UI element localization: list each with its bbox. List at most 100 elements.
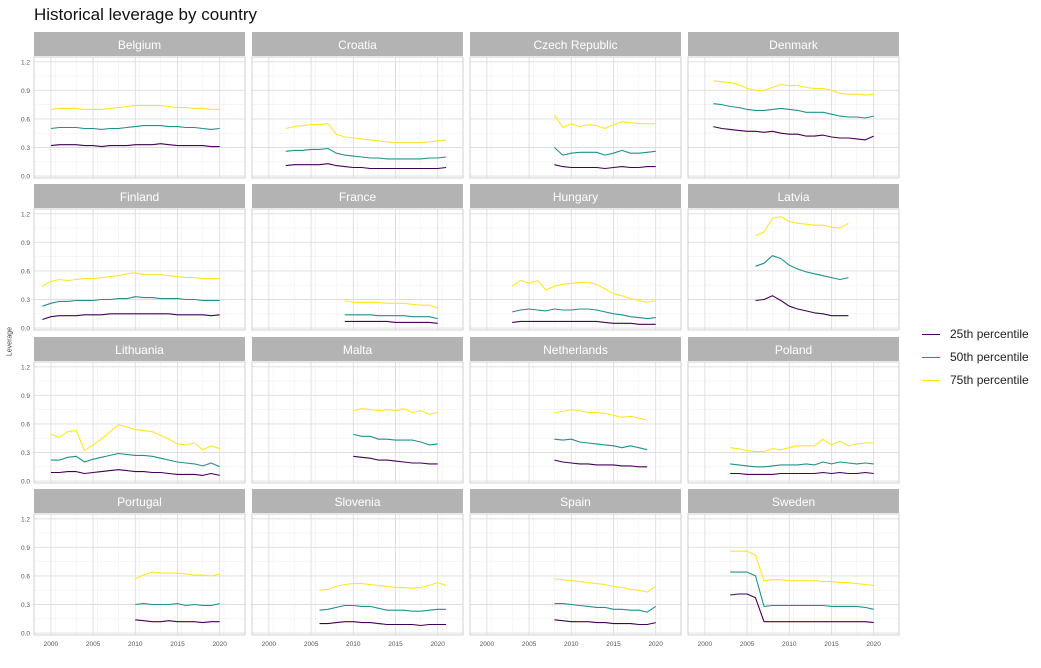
panel-border [251,513,464,636]
panel-czech-republic: Czech Republic [469,32,682,179]
series-line-lithuania-p50 [50,452,220,468]
series-line-denmark-p50 [713,103,874,119]
x-tick-label: 2005 [86,641,101,648]
strip-label-belgium: Belgium [118,38,161,52]
strip-label-denmark: Denmark [769,38,819,52]
x-tick-label: 2000 [480,641,495,648]
series-line-netherlands-p25 [554,459,648,468]
y-tick-label: 0.6 [21,116,30,123]
strip-label-czech-republic: Czech Republic [533,38,617,52]
legend-swatch-75th [922,380,940,381]
series-line-czech-republic-p25 [554,164,656,170]
strip-label-finland: Finland [120,190,159,204]
strip-label-france: France [339,190,377,204]
y-tick-label: 0.3 [21,602,30,609]
x-tick-label: 2020 [430,641,445,648]
panel-spain: Spain 2000 2005 2010 2015 2020 [469,489,682,648]
series-line-croatia-p25 [285,163,447,170]
x-tick-label: 2015 [824,641,839,648]
x-tick-label: 2010 [564,641,579,648]
strip-label-latvia: Latvia [777,190,809,204]
series-line-poland-p75 [730,438,874,453]
y-tick-label: 0.3 [21,297,30,304]
strip-spain [470,489,681,513]
series-line-spain-p25 [554,619,656,626]
series-line-czech-republic-p75 [553,114,656,130]
strip-slovenia [252,489,463,513]
series-line-poland-p50 [730,461,874,468]
panel-border [687,208,900,331]
x-tick-label: 2010 [346,641,361,648]
series-line-portugal-p75 [135,571,220,580]
series-line-belgium-p50 [50,125,220,130]
series-line-malta-p75 [353,408,438,415]
panel-border [469,513,682,636]
x-tick-label: 2000 [698,641,713,648]
x-tick-label: 2005 [740,641,755,648]
strip-finland [34,184,245,208]
strip-belgium [34,32,245,56]
panel-belgium: Belgium 0.0 0.3 0.6 0.9 1.2 [21,32,246,181]
panel-poland: Poland [687,337,900,484]
series-line-portugal-p25 [135,619,220,624]
strip-label-spain: Spain [560,495,591,509]
panel-border [33,513,246,636]
series-line-france-p25 [344,320,438,324]
series-line-slovenia-p25 [319,621,447,627]
strip-hungary [470,184,681,208]
strip-netherlands [470,337,681,361]
panel-malta: Malta [251,337,464,484]
y-tick-label: 0.0 [21,631,30,638]
series-line-denmark-p75 [713,80,874,96]
series-line-sweden-p50 [730,571,874,610]
series-line-hungary-p50 [512,308,656,320]
strip-latvia [688,184,899,208]
series-line-spain-p50 [554,603,657,613]
x-tick-label: 2015 [170,641,185,648]
y-tick-label: 0.3 [21,450,30,457]
series-line-finland-p50 [42,296,220,307]
panel-border [251,361,464,484]
panel-border [33,361,246,484]
series-line-finland-p75 [42,272,220,287]
panel-border [251,208,464,331]
y-tick-label: 0.6 [21,573,30,580]
series-line-lithuania-p25 [50,469,220,476]
y-tick-label: 0.9 [21,393,30,400]
series-line-belgium-p75 [50,105,220,110]
y-tick-label: 1.2 [21,516,30,523]
series-line-latvia-p50 [755,255,849,281]
y-tick-label: 0.6 [21,421,30,428]
legend-swatch-25th [922,334,940,335]
series-line-netherlands-p75 [554,409,648,421]
y-tick-label: 0.9 [21,88,30,95]
series-line-sweden-p75 [730,550,874,587]
legend-swatch-50th [922,357,940,358]
strip-poland [688,337,899,361]
x-tick-label: 2015 [606,641,621,648]
panel-portugal: Portugal 0.0 0.3 0.6 0.9 1.2 2000 2005 2010 2015 2… [21,489,246,648]
panel-border [687,361,900,484]
panel-border [469,56,682,179]
panel-border [687,513,900,636]
legend-label-75th: 75th percentile [950,373,1029,387]
strip-label-malta: Malta [343,343,373,357]
y-tick-label: 0.6 [21,268,30,275]
panel-border [33,208,246,331]
strip-malta [252,337,463,361]
y-tick-label: 0.0 [21,479,30,486]
strip-denmark [688,32,899,56]
panel-border [251,56,464,179]
legend-label-50th: 50th percentile [950,350,1029,364]
panel-france: France [251,184,464,331]
series-line-hungary-p25 [512,320,656,325]
series-line-spain-p75 [554,578,657,593]
strip-label-croatia: Croatia [338,38,377,52]
series-line-croatia-p50 [285,147,447,160]
panel-sweden: Sweden 2000 2005 2010 2015 2020 [687,489,900,648]
y-tick-label: 0.0 [21,174,30,181]
x-tick-label: 2020 [866,641,881,648]
strip-label-hungary: Hungary [553,190,598,204]
strip-label-portugal: Portugal [117,495,162,509]
